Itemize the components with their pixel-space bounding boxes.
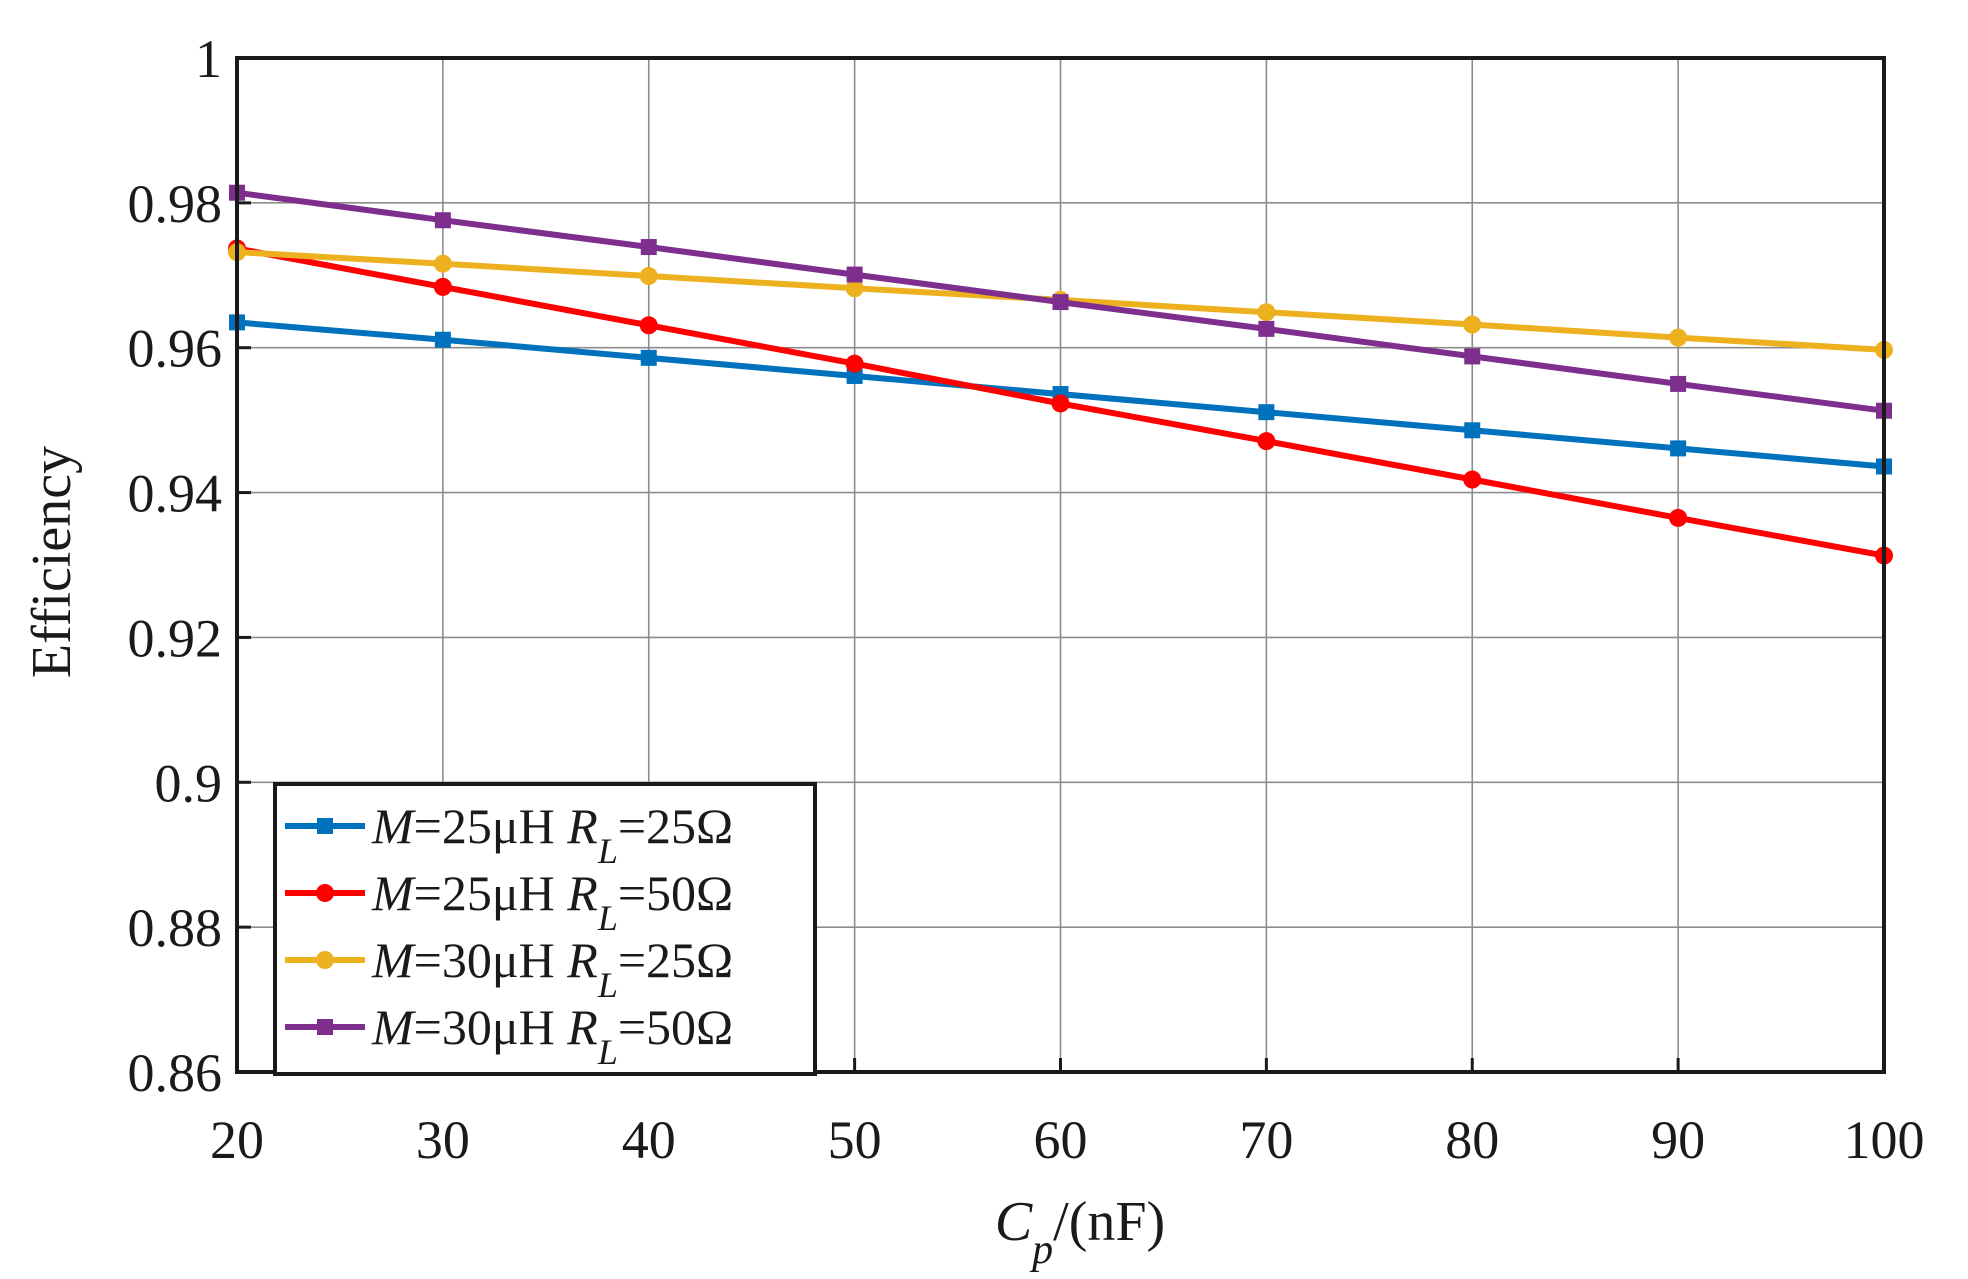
legend-swatch-marker xyxy=(317,818,333,834)
data-point xyxy=(1463,315,1482,334)
data-point xyxy=(1669,508,1688,527)
legend-label-rsub: L xyxy=(597,965,618,1005)
legend-swatch-marker xyxy=(317,1019,333,1035)
x-tick-label: 70 xyxy=(1239,1110,1293,1170)
series-layer xyxy=(228,184,1893,565)
data-point xyxy=(1258,320,1275,337)
x-tick-label: 50 xyxy=(828,1110,882,1170)
y-tick-label: 0.96 xyxy=(128,319,223,379)
x-tick-label: 90 xyxy=(1651,1110,1705,1170)
legend-swatch-marker xyxy=(316,951,334,969)
legend-label-rval: =50Ω xyxy=(618,999,733,1055)
data-point xyxy=(1051,394,1070,413)
legend-label: M=30μH RL=50Ω xyxy=(371,999,733,1072)
legend-label: M=25μH RL=25Ω xyxy=(371,798,733,871)
legend-swatch-marker xyxy=(316,884,334,902)
data-point xyxy=(1464,422,1481,439)
data-point xyxy=(434,331,451,348)
series-1 xyxy=(229,314,1892,475)
legend-label-m: M xyxy=(371,865,416,921)
data-point xyxy=(1670,440,1687,457)
data-point xyxy=(433,254,452,273)
data-point xyxy=(434,212,451,229)
legend-label-rsub: L xyxy=(597,898,618,938)
legend-label-m: M xyxy=(371,999,416,1055)
data-point xyxy=(640,349,657,366)
data-point xyxy=(1258,404,1275,421)
legend-label-m: M xyxy=(371,932,416,988)
legend-item: M=25μH RL=50Ω xyxy=(285,865,733,938)
legend-label-rval: =50Ω xyxy=(618,865,733,921)
data-point xyxy=(1257,303,1276,322)
x-tick-label: 60 xyxy=(1034,1110,1088,1170)
legend-label-rsub: L xyxy=(597,1032,618,1072)
x-tick-label: 30 xyxy=(416,1110,470,1170)
legend-label-mval: =30μH xyxy=(414,999,568,1055)
data-point xyxy=(846,266,863,283)
data-point xyxy=(1052,294,1069,311)
y-tick-label: 0.92 xyxy=(128,608,223,668)
tick-labels: 20 30 40 50 60 70 80 90 100 0.86 0.88 0.9 0.92 0.94 0.… xyxy=(128,29,1925,1170)
legend-item: M=30μH RL=25Ω xyxy=(285,932,733,1005)
data-point xyxy=(1669,328,1688,347)
data-point xyxy=(1670,375,1687,392)
x-tick-label: 20 xyxy=(210,1110,264,1170)
x-axis-label-suffix: /(nF) xyxy=(1053,1191,1165,1253)
legend-label-rsub: L xyxy=(597,831,618,871)
plot-frame xyxy=(235,56,1886,1074)
data-point xyxy=(845,279,864,298)
legend-label-mval: =25μH xyxy=(414,798,568,854)
legend-label: M=30μH RL=25Ω xyxy=(371,932,733,1005)
legend-label-mval: =30μH xyxy=(414,932,568,988)
data-point xyxy=(639,316,658,335)
legend-label: M=25μH RL=50Ω xyxy=(371,865,733,938)
y-tick-label: 0.88 xyxy=(128,898,223,958)
series-4 xyxy=(229,184,1892,419)
legend-label-mval: =25μH xyxy=(414,865,568,921)
legend-item: M=25μH RL=25Ω xyxy=(285,798,733,871)
legend-item: M=30μH RL=50Ω xyxy=(285,999,733,1072)
y-tick-label: 0.86 xyxy=(128,1043,223,1103)
legend-label-r: R xyxy=(566,932,598,988)
data-point xyxy=(433,277,452,296)
y-tick-label: 0.94 xyxy=(128,464,223,524)
series-2 xyxy=(228,239,1893,565)
data-point xyxy=(1463,470,1482,489)
legend-label-r: R xyxy=(566,798,598,854)
x-tick-label: 100 xyxy=(1844,1110,1925,1170)
x-tick-label: 80 xyxy=(1445,1110,1499,1170)
x-tick-label: 40 xyxy=(622,1110,676,1170)
y-axis-label: Efficiency xyxy=(21,446,83,678)
y-tick-label: 1 xyxy=(195,29,222,89)
data-point xyxy=(846,367,863,384)
x-axis-label: Cp/(nF) xyxy=(995,1191,1165,1273)
legend-label-r: R xyxy=(566,999,598,1055)
x-axis-label-sub: p xyxy=(1029,1227,1053,1273)
legend-label-rval: =25Ω xyxy=(618,798,733,854)
legend-label-r: R xyxy=(566,865,598,921)
x-axis-label-main: C xyxy=(995,1191,1033,1253)
data-point xyxy=(1257,432,1276,451)
data-point xyxy=(1464,348,1481,365)
data-point xyxy=(639,267,658,286)
data-point xyxy=(845,354,864,373)
y-tick-label: 0.98 xyxy=(128,174,223,234)
legend-label-rval: =25Ω xyxy=(618,932,733,988)
data-point xyxy=(640,239,657,256)
y-tick-label: 0.9 xyxy=(155,753,223,813)
legend-label-m: M xyxy=(371,798,416,854)
